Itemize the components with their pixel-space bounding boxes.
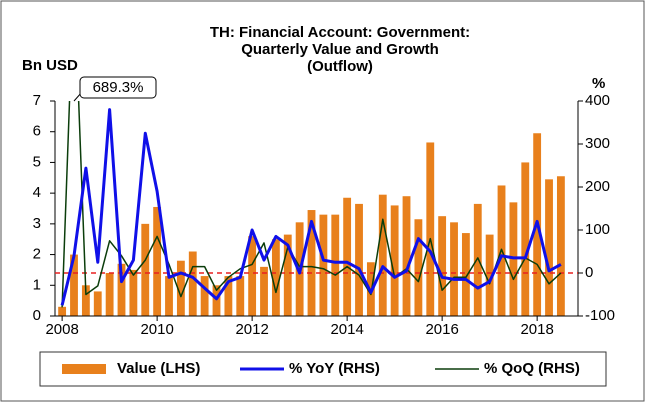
- bar: [461, 233, 470, 316]
- bar: [176, 260, 185, 316]
- bar: [426, 142, 435, 316]
- bar: [141, 223, 150, 316]
- y-tick-label: 7: [33, 92, 41, 109]
- y2-tick-label: 0: [585, 264, 593, 281]
- bar: [70, 254, 78, 316]
- y-tick-label: 5: [33, 153, 41, 170]
- y-tick-label: 0: [33, 307, 41, 324]
- legend-label: Value (LHS): [117, 360, 200, 377]
- y2-tick-label: 400: [585, 92, 610, 109]
- bar: [331, 214, 340, 316]
- bar: [545, 179, 553, 316]
- y-tick-label: 3: [33, 215, 41, 232]
- y2-tick-label: 100: [585, 221, 610, 238]
- bar: [343, 197, 352, 316]
- bar: [58, 306, 67, 316]
- bar: [81, 285, 90, 316]
- x-tick-label: 2016: [425, 321, 458, 338]
- bar: [200, 276, 209, 316]
- x-tick-label: 2012: [235, 321, 268, 338]
- bar: [355, 203, 363, 316]
- bar: [485, 234, 494, 316]
- chart-title: TH: Financial Account: Government:: [210, 24, 470, 41]
- bar: [248, 236, 257, 316]
- bar: [556, 176, 565, 316]
- bar: [153, 206, 162, 316]
- bar: [188, 251, 197, 316]
- bar: [414, 219, 423, 316]
- series-line: [61, 101, 562, 308]
- chart-title: Quarterly Value and Growth: [241, 41, 439, 58]
- bar: [165, 276, 173, 316]
- legend-box: [39, 351, 607, 387]
- x-tick-label: 2008: [45, 321, 78, 338]
- bar: [271, 239, 280, 316]
- bar: [105, 273, 114, 316]
- bar: [319, 214, 328, 316]
- line-group: [60, 101, 562, 308]
- legend-swatch: [62, 364, 106, 374]
- bar: [93, 291, 102, 316]
- bar: [473, 203, 482, 316]
- bar: [378, 194, 387, 316]
- annotation-box: [79, 76, 157, 99]
- bar: [212, 285, 221, 316]
- bar: [450, 222, 458, 316]
- bar: [117, 263, 126, 316]
- chart-title: (Outflow): [307, 58, 373, 75]
- series-line: [60, 108, 562, 306]
- x-tick-label: 2010: [140, 321, 173, 338]
- annotation-text: 689.3%: [93, 79, 144, 96]
- bar: [260, 266, 268, 316]
- y2-axis-label: %: [592, 75, 605, 92]
- bar: [402, 196, 411, 316]
- x-tick-label: 2018: [520, 321, 553, 338]
- bar: [283, 234, 292, 316]
- bar: [129, 269, 138, 316]
- x-tick-label: 2014: [330, 321, 363, 338]
- bar: [236, 276, 245, 316]
- y2-tick-label: 200: [585, 178, 610, 195]
- bar: [224, 276, 233, 316]
- y2-tick-label: 300: [585, 135, 610, 152]
- legend-label: % YoY (RHS): [289, 360, 380, 377]
- y-tick-label: 4: [33, 184, 41, 201]
- y-tick-label: 2: [33, 246, 41, 263]
- bar: [390, 205, 399, 316]
- bar: [438, 216, 447, 316]
- y-tick-label: 1: [33, 276, 41, 293]
- y2-tick-label: -100: [585, 307, 615, 324]
- bar: [307, 210, 316, 316]
- bar: [521, 162, 530, 316]
- legend-label: % QoQ (RHS): [484, 360, 580, 377]
- y-axis-label: Bn USD: [22, 57, 78, 74]
- y-tick-label: 6: [33, 123, 41, 140]
